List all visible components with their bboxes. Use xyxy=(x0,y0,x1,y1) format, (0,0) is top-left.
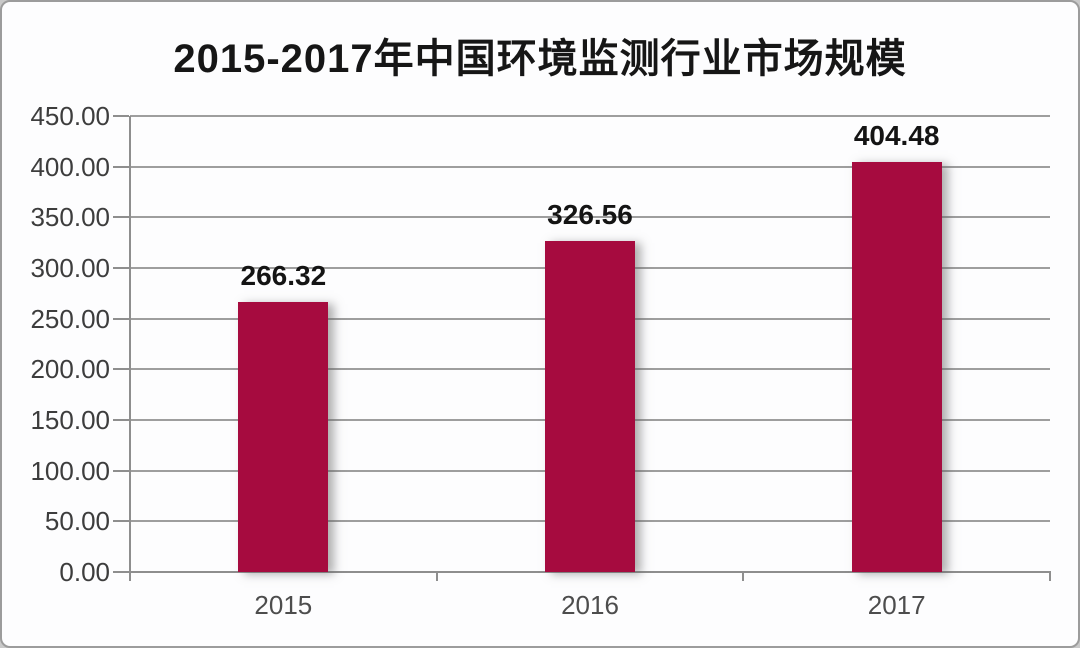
y-axis-tick xyxy=(113,115,129,117)
y-tick-label: 300.00 xyxy=(30,253,110,283)
y-tick-label: 150.00 xyxy=(30,405,110,435)
bar-2016 xyxy=(545,241,635,572)
bar-value-label: 404.48 xyxy=(853,120,940,152)
y-tick-label: 450.00 xyxy=(30,101,110,131)
gridline xyxy=(130,165,1050,168)
y-axis-tick xyxy=(113,368,129,371)
bar-2015 xyxy=(238,302,329,572)
y-axis-tick xyxy=(113,317,129,320)
bar-value-label: 326.56 xyxy=(547,199,633,231)
y-axis-tick xyxy=(113,419,129,421)
y-axis-tick xyxy=(113,165,129,168)
bar-2017 xyxy=(851,162,942,572)
x-category-label: 2015 xyxy=(254,590,313,620)
y-axis-line xyxy=(129,116,131,572)
gridline xyxy=(130,115,1050,117)
y-axis-tick xyxy=(113,571,129,573)
gridline xyxy=(130,216,1050,219)
y-tick-label: 200.00 xyxy=(30,354,110,385)
x-axis-tick xyxy=(1049,572,1051,581)
x-category-label: 2016 xyxy=(561,590,619,620)
y-axis-tick xyxy=(113,267,129,269)
y-axis-tick xyxy=(113,216,129,219)
chart-title: 2015-2017年中国环境监测行业市场规模 xyxy=(173,37,907,81)
y-axis-tick xyxy=(113,520,129,523)
y-tick-label: 0.00 xyxy=(59,557,110,587)
y-tick-label: 350.00 xyxy=(30,202,110,233)
bar-value-label: 266.32 xyxy=(240,260,327,292)
x-axis-tick xyxy=(435,572,438,581)
y-tick-label: 400.00 xyxy=(30,151,110,182)
x-axis-tick xyxy=(129,572,131,581)
y-tick-label: 250.00 xyxy=(30,303,110,334)
x-axis-tick xyxy=(742,572,745,581)
y-axis-tick xyxy=(113,469,129,472)
y-tick-label: 50.00 xyxy=(44,506,110,537)
x-category-label: 2017 xyxy=(867,590,926,620)
x-axis-line xyxy=(129,571,1051,573)
y-tick-label: 100.00 xyxy=(30,455,110,486)
